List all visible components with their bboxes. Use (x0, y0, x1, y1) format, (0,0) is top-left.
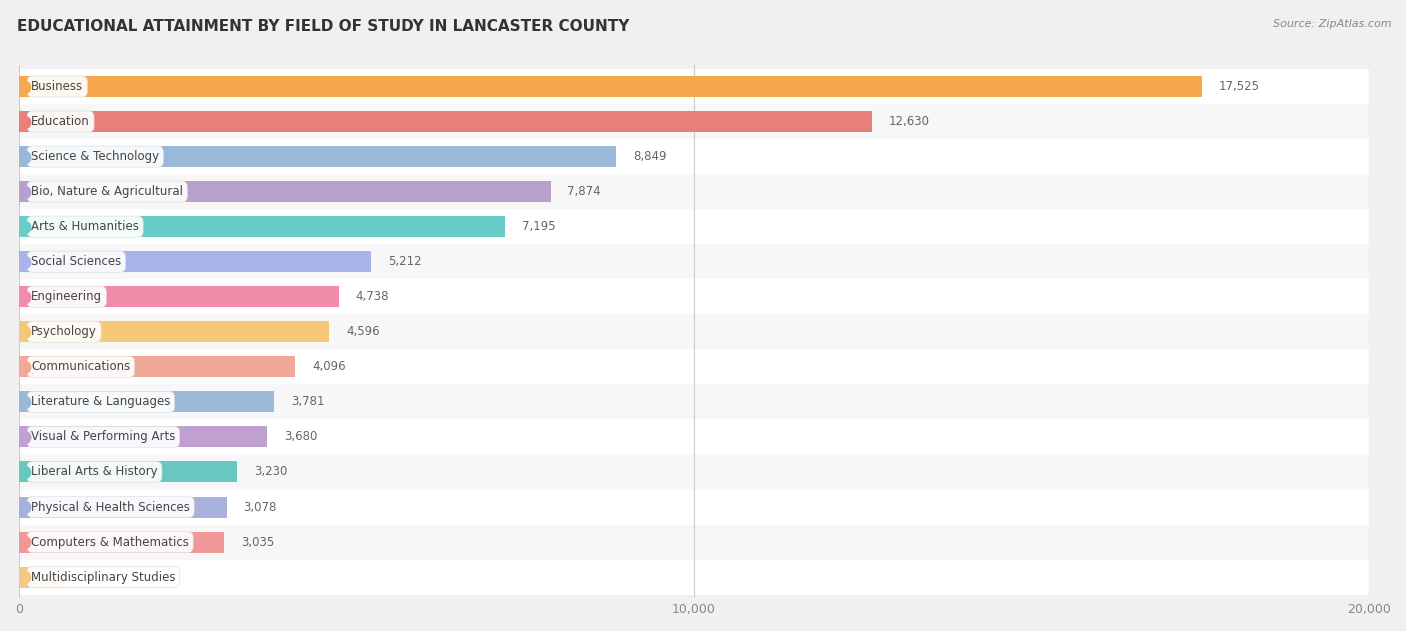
Text: 4,596: 4,596 (346, 326, 380, 338)
Bar (20, 391, 274, 413)
Bar (0, 384, 1369, 420)
Bar (0, 280, 1369, 314)
Bar (0, 524, 1369, 560)
Text: 3,078: 3,078 (243, 500, 277, 514)
Text: 7,874: 7,874 (568, 185, 600, 198)
Text: 3,035: 3,035 (240, 536, 274, 548)
Text: 8,849: 8,849 (633, 150, 666, 163)
Bar (20, 357, 295, 377)
Text: 4,096: 4,096 (312, 360, 346, 374)
Bar (20, 111, 872, 132)
Bar (20, 146, 616, 167)
Text: Liberal Arts & History: Liberal Arts & History (31, 466, 157, 478)
Text: Multidisciplinary Studies: Multidisciplinary Studies (31, 570, 176, 584)
Text: 3,680: 3,680 (284, 430, 318, 444)
Text: Communications: Communications (31, 360, 131, 374)
Bar (0, 104, 1369, 139)
Text: Business: Business (31, 80, 83, 93)
Bar (20, 321, 329, 343)
Text: Education: Education (31, 115, 90, 128)
Bar (0, 69, 1369, 104)
Text: Engineering: Engineering (31, 290, 103, 304)
Bar (20, 497, 226, 517)
Text: Bio, Nature & Agricultural: Bio, Nature & Agricultural (31, 185, 183, 198)
Bar (20, 181, 551, 202)
Text: 3,230: 3,230 (254, 466, 287, 478)
Bar (20, 216, 505, 237)
Bar (20, 251, 371, 272)
Bar (20, 76, 1202, 97)
Bar (20, 567, 65, 587)
Bar (0, 174, 1369, 209)
Text: Literature & Languages: Literature & Languages (31, 396, 170, 408)
Text: Visual & Performing Arts: Visual & Performing Arts (31, 430, 176, 444)
Text: 12,630: 12,630 (889, 115, 929, 128)
Text: Physical & Health Sciences: Physical & Health Sciences (31, 500, 190, 514)
Bar (0, 560, 1369, 594)
Bar (0, 244, 1369, 280)
Text: 17,525: 17,525 (1219, 80, 1260, 93)
Text: 3,781: 3,781 (291, 396, 325, 408)
Text: Science & Technology: Science & Technology (31, 150, 159, 163)
Text: 4,738: 4,738 (356, 290, 389, 304)
Bar (0, 454, 1369, 490)
Bar (0, 350, 1369, 384)
Bar (0, 420, 1369, 454)
Text: 5,212: 5,212 (388, 255, 422, 268)
Bar (0, 314, 1369, 350)
Text: Social Sciences: Social Sciences (31, 255, 121, 268)
Bar (20, 286, 339, 307)
Text: Arts & Humanities: Arts & Humanities (31, 220, 139, 233)
Text: Source: ZipAtlas.com: Source: ZipAtlas.com (1274, 19, 1392, 29)
Text: EDUCATIONAL ATTAINMENT BY FIELD OF STUDY IN LANCASTER COUNTY: EDUCATIONAL ATTAINMENT BY FIELD OF STUDY… (17, 19, 630, 34)
Text: Psychology: Psychology (31, 326, 97, 338)
Bar (0, 490, 1369, 524)
Bar (0, 139, 1369, 174)
Text: 7,195: 7,195 (522, 220, 555, 233)
Bar (20, 531, 224, 553)
Bar (20, 461, 238, 483)
Text: 671: 671 (82, 570, 104, 584)
Text: Computers & Mathematics: Computers & Mathematics (31, 536, 188, 548)
Bar (20, 427, 267, 447)
Bar (0, 209, 1369, 244)
